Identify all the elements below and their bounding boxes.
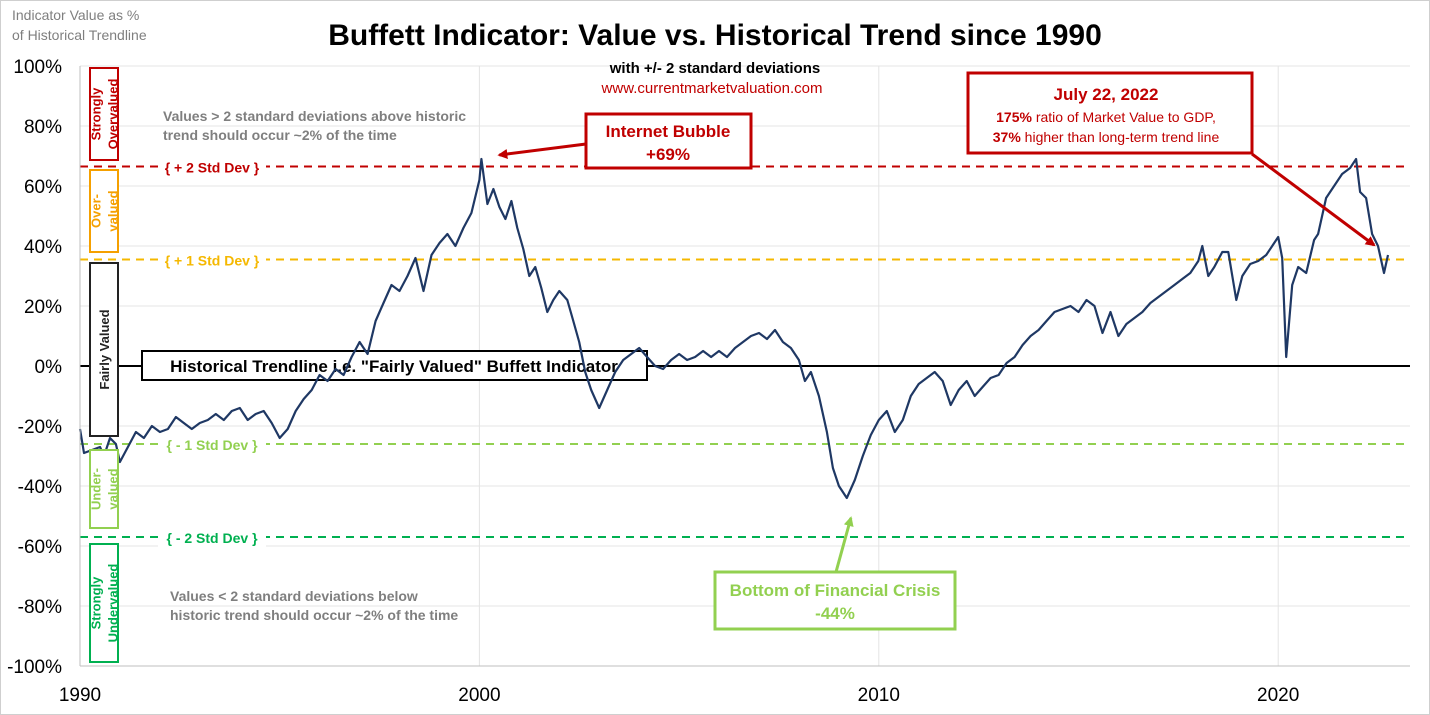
bubble-value: +69%	[646, 145, 690, 164]
std-dev-note: historic trend should occur ~2% of the t…	[170, 607, 458, 623]
std-dev-note: Values > 2 standard deviations above his…	[163, 108, 466, 124]
crisis-box	[713, 570, 957, 631]
zone-label: Strongly	[89, 576, 104, 629]
y-tick-label: 60%	[24, 177, 62, 198]
y-tick-label: -60%	[18, 537, 62, 558]
zone-box	[89, 543, 119, 663]
reference-lines: { + 2 Std Dev } { + 1 Std Dev } { - 1 Std …	[80, 155, 1410, 548]
y-tick-label: 80%	[24, 117, 62, 138]
std-dev-label: { + 1 Std Dev }	[165, 253, 260, 269]
y-tick-label: -40%	[18, 477, 62, 498]
axes: 100% 80% 60% 40% 20% 0% -20% -40% -60% -80% -100% 1…	[7, 57, 1410, 706]
y-tick-label: 0%	[35, 357, 63, 378]
zone-label: valued	[106, 190, 121, 231]
crisis-arrow	[834, 516, 854, 573]
chart-title: Buffett Indicator: Value vs. Historical …	[328, 19, 1102, 52]
trendline-label-box	[141, 350, 648, 381]
x-tick-label: 2000	[458, 685, 500, 706]
titles: Indicator Value as % of Historical Trendl…	[12, 7, 1102, 97]
zone-label: Undervalued	[106, 564, 121, 643]
std-dev-label: { + 2 Std Dev }	[165, 160, 260, 176]
y-tick-label: -80%	[18, 597, 62, 618]
july-detail: 175% ratio of Market Value to GDP,	[996, 109, 1216, 125]
x-tick-label: 2020	[1257, 685, 1299, 706]
chart-subtitle: with +/- 2 standard deviations	[609, 60, 820, 77]
zone-label: valued	[106, 468, 121, 509]
y-tick-label: -20%	[18, 417, 62, 438]
annotations: Values > 2 standard deviations above his…	[163, 71, 1376, 631]
zone-box	[89, 67, 119, 161]
y-tick-label: -100%	[7, 657, 62, 678]
zone-box	[89, 449, 119, 529]
x-tick-label: 1990	[59, 685, 101, 706]
std-dev-label: { - 2 Std Dev }	[166, 530, 258, 546]
july-detail-bold: 175%	[996, 109, 1032, 125]
bubble-title: Internet Bubble	[606, 122, 731, 141]
y-tick-label: 100%	[13, 57, 62, 78]
zone-box	[89, 262, 119, 437]
zone-box	[89, 169, 119, 253]
zone-label: Fairly Valued	[97, 309, 112, 389]
std-dev-label-bg	[158, 433, 266, 455]
y-axis-caption: of Historical Trendline	[12, 27, 147, 43]
y-tick-label: 20%	[24, 297, 62, 318]
bubble-box	[584, 112, 753, 170]
series	[78, 157, 1390, 500]
y-axis-caption: Indicator Value as %	[12, 7, 139, 23]
july-box	[966, 71, 1254, 155]
zone-label: Over-	[89, 194, 104, 228]
july-detail-text: higher than long-term trend line	[1021, 129, 1220, 145]
std-dev-note: trend should occur ~2% of the time	[163, 127, 397, 143]
zone-label: Under-	[89, 468, 104, 510]
crisis-value: -44%	[815, 604, 855, 623]
july-title: July 22, 2022	[1054, 85, 1159, 104]
buffett-indicator-line	[78, 157, 1390, 500]
std-dev-note: Values < 2 standard deviations below	[170, 588, 418, 604]
zone-label: Strongly	[89, 87, 104, 140]
zone-label: Overvalued	[106, 79, 121, 150]
july-detail-bold: 37%	[993, 129, 1022, 145]
bubble-arrow	[497, 142, 587, 159]
std-dev-label-bg	[158, 526, 266, 548]
july-detail: 37% higher than long-term trend line	[993, 129, 1220, 145]
std-dev-label-bg	[158, 248, 266, 271]
y-tick-label: 40%	[24, 237, 62, 258]
july-detail-text: ratio of Market Value to GDP,	[1032, 109, 1216, 125]
crisis-title: Bottom of Financial Crisis	[730, 581, 941, 600]
std-dev-label: { - 1 Std Dev }	[166, 437, 258, 453]
july-arrow	[1251, 152, 1376, 247]
trendline-label: Historical Trendline i.e. "Fairly Valued…	[170, 357, 618, 376]
x-tick-label: 2010	[858, 685, 900, 706]
chart-source: www.currentmarketvaluation.com	[601, 80, 823, 97]
std-dev-label-bg	[158, 155, 266, 178]
